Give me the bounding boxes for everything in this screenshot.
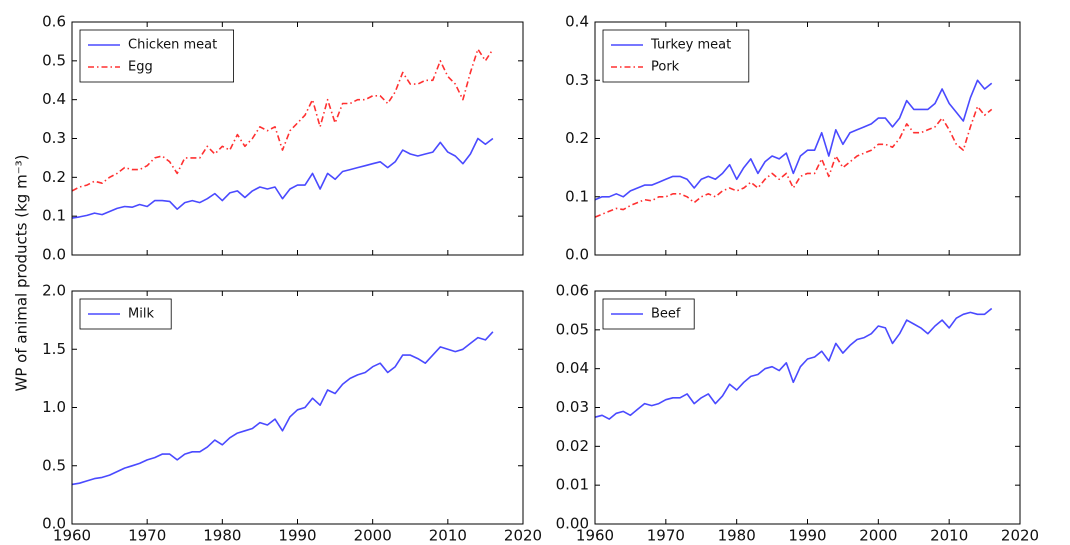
legend-label: Egg — [128, 60, 153, 75]
y-tick-label: 1.5 — [42, 340, 66, 358]
legend-label: Beef — [651, 307, 681, 322]
y-axis-label: WP of animal products (kg m⁻³) — [13, 155, 31, 392]
y-tick-label: 0.0 — [565, 246, 589, 264]
y-tick-label: 0.1 — [565, 187, 589, 205]
panel: 0.0 0.1 0.2 0.3 0.4 Turkey meat Pork — [565, 13, 1021, 264]
legend-label: Milk — [128, 307, 154, 322]
x-tick-label: 2000 — [354, 527, 392, 545]
y-tick-label: 0.03 — [556, 398, 589, 416]
y-tick-label: 1.0 — [42, 398, 66, 416]
plot-frame — [594, 21, 1021, 256]
y-tick-label: 0.5 — [42, 51, 66, 69]
y-tick-label: 0.02 — [556, 437, 589, 455]
y-tick-label: 0.0 — [42, 515, 66, 533]
legend-label: Chicken meat — [128, 38, 217, 53]
x-tick-label: 1980 — [718, 527, 756, 545]
legend: Beef — [602, 298, 695, 330]
plot-frame — [71, 21, 524, 256]
data-line — [594, 79, 993, 201]
legend-label: Turkey meat — [650, 38, 731, 53]
x-tick-label: 2020 — [1001, 527, 1039, 545]
y-tick-label: 0.2 — [42, 168, 66, 186]
legend: Chicken meat Egg — [79, 29, 235, 83]
data-line — [71, 48, 494, 192]
x-tick-label: 2020 — [504, 527, 542, 545]
legend-box — [602, 29, 750, 83]
y-tick-label: 0.1 — [42, 207, 66, 225]
x-tick-label: 1970 — [647, 527, 685, 545]
x-tick-label: 1990 — [788, 527, 826, 545]
y-tick-label: 2.0 — [42, 282, 66, 300]
legend: Turkey meat Pork — [602, 29, 750, 83]
y-tick-label: 0.5 — [42, 456, 66, 474]
plot-frame — [71, 290, 524, 525]
x-tick-label: 2000 — [859, 527, 897, 545]
y-tick-label: 0.01 — [556, 476, 589, 494]
x-tick-label: 1960 — [576, 527, 614, 545]
y-tick-label: 0.04 — [556, 359, 589, 377]
legend: Milk — [79, 298, 172, 330]
y-tick-label: 0.0 — [42, 246, 66, 264]
panel: 0.0 0.1 0.2 0.3 0.4 0.5 0.6 Chicken meat Egg — [42, 13, 524, 264]
legend-box — [79, 29, 235, 83]
x-tick-label: 2010 — [429, 527, 467, 545]
y-tick-label: 0.4 — [565, 13, 589, 31]
data-line — [594, 105, 993, 218]
y-tick-label: 0.05 — [556, 320, 589, 338]
legend-label: Pork — [651, 60, 680, 75]
y-tick-label: 0.2 — [565, 129, 589, 147]
y-tick-label: 0.3 — [42, 129, 66, 147]
data-line — [71, 137, 494, 219]
panel: 0.0 0.5 1.0 1.5 2.0 1960 1970 1980 1990 2000 2010 2… — [42, 282, 542, 545]
y-tick-label: 0.06 — [556, 282, 589, 300]
y-tick-label: 0.6 — [42, 13, 66, 31]
x-tick-label: 1970 — [128, 527, 166, 545]
y-tick-label: 0.3 — [565, 71, 589, 89]
data-line — [594, 307, 993, 420]
data-line — [71, 331, 494, 486]
y-tick-label: 0.00 — [556, 515, 589, 533]
x-tick-label: 1980 — [203, 527, 241, 545]
panel: 0.00 0.01 0.02 0.03 0.04 0.05 0.06 1960 1970 1980… — [556, 282, 1040, 545]
x-tick-label: 1990 — [278, 527, 316, 545]
y-tick-label: 0.4 — [42, 90, 66, 108]
x-tick-label: 1960 — [53, 527, 91, 545]
plot-frame — [594, 290, 1021, 525]
x-tick-label: 2010 — [930, 527, 968, 545]
